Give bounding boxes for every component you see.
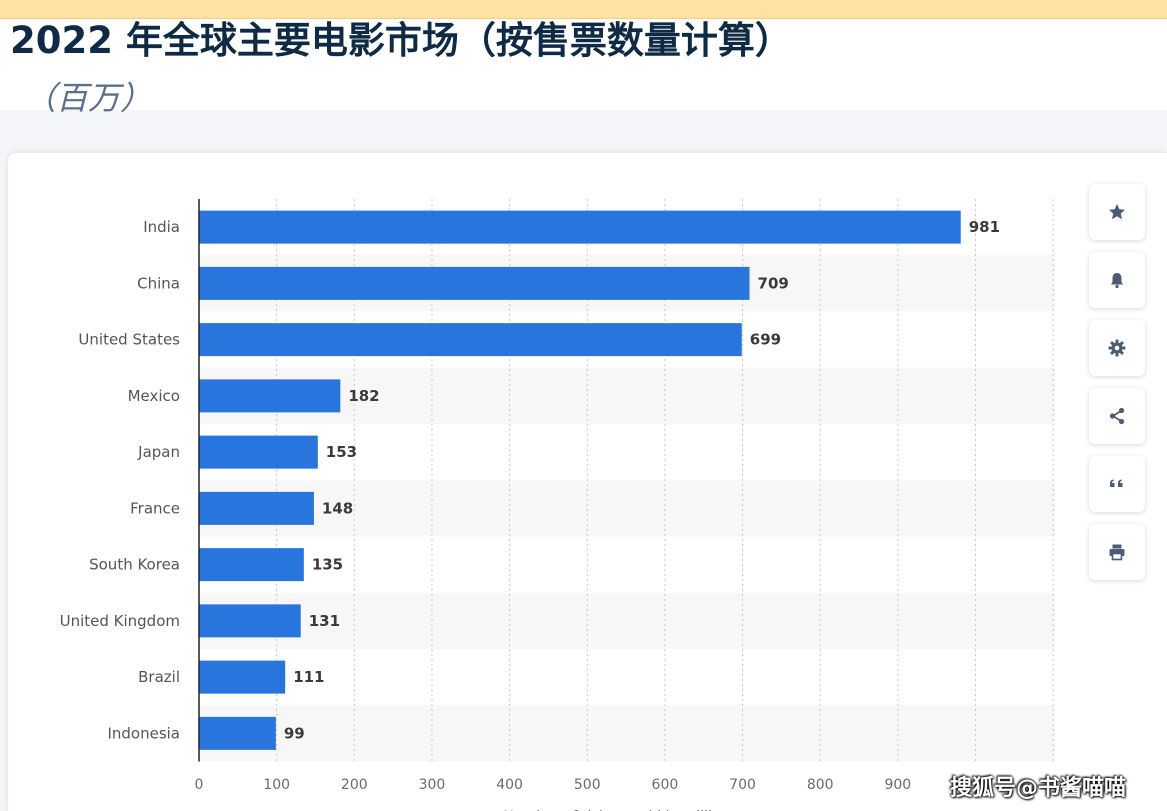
bar	[199, 435, 318, 469]
bar-chart: 0 100 200 300 400 500 600 700 800 900 India 981 Chin…	[60, 199, 1055, 811]
category-label: Mexico	[128, 387, 180, 405]
x-tick-label: 100	[263, 777, 290, 793]
bar	[199, 266, 750, 300]
bar	[199, 379, 341, 413]
bar	[199, 210, 961, 244]
category-label: France	[130, 499, 180, 517]
data-label: 981	[969, 218, 1000, 236]
row-stripe	[199, 592, 1055, 649]
x-tick-label: 400	[496, 777, 523, 793]
category-label: United Kingdom	[60, 612, 180, 630]
print-icon	[1109, 544, 1125, 561]
star-icon	[1109, 204, 1125, 220]
page-subtitle: （百万）	[24, 79, 153, 117]
row-stripe	[199, 367, 1055, 424]
settings-button[interactable]	[1089, 320, 1145, 376]
gear-icon	[1108, 339, 1126, 357]
x-tick-label: 500	[574, 777, 601, 793]
category-label: Japan	[137, 443, 180, 461]
category-label: China	[137, 274, 180, 292]
print-button[interactable]	[1089, 524, 1145, 580]
data-label: 111	[293, 668, 324, 686]
category-label: Brazil	[138, 668, 180, 686]
x-tick-label: 0	[195, 777, 204, 793]
share-button[interactable]	[1089, 388, 1145, 444]
x-tick-label: 600	[652, 777, 679, 793]
watermark: 搜狐号@书酱喵喵	[950, 776, 1127, 801]
x-tick-label: 800	[807, 777, 834, 793]
x-tick-label: 900	[884, 777, 911, 793]
data-label: 148	[322, 499, 353, 517]
category-label: United States	[78, 331, 180, 349]
data-label: 153	[326, 443, 357, 461]
x-tick-label: 700	[729, 777, 756, 793]
bar	[199, 604, 301, 638]
chart-toolbar	[1089, 184, 1145, 592]
quote-icon	[1110, 479, 1123, 487]
bar	[199, 548, 304, 582]
category-label: India	[143, 218, 180, 236]
bar	[199, 491, 314, 525]
bell-icon	[1111, 273, 1123, 289]
page-title: 2022 年全球主要电影市场（按售票数量计算）	[10, 19, 792, 62]
data-label: 135	[312, 556, 343, 574]
favorite-button[interactable]	[1089, 184, 1145, 240]
data-label: 131	[309, 612, 340, 630]
row-stripe	[199, 705, 1055, 762]
bar	[199, 323, 742, 357]
x-tick-label: 200	[341, 777, 368, 793]
category-label: Indonesia	[107, 724, 180, 742]
top-strip	[0, 0, 1167, 19]
category-label: South Korea	[89, 556, 180, 574]
x-tick-label: 300	[419, 777, 446, 793]
data-label: 699	[750, 331, 781, 349]
notification-button[interactable]	[1089, 252, 1145, 308]
bar	[199, 716, 276, 750]
data-label: 182	[348, 387, 379, 405]
data-label: 709	[758, 274, 789, 292]
cite-button[interactable]	[1089, 456, 1145, 512]
bar	[199, 660, 286, 694]
share-icon	[1109, 407, 1125, 425]
data-label: 99	[284, 724, 305, 742]
row-stripe	[199, 480, 1055, 537]
x-axis-title: Number of tickets sold in millions	[503, 809, 736, 811]
